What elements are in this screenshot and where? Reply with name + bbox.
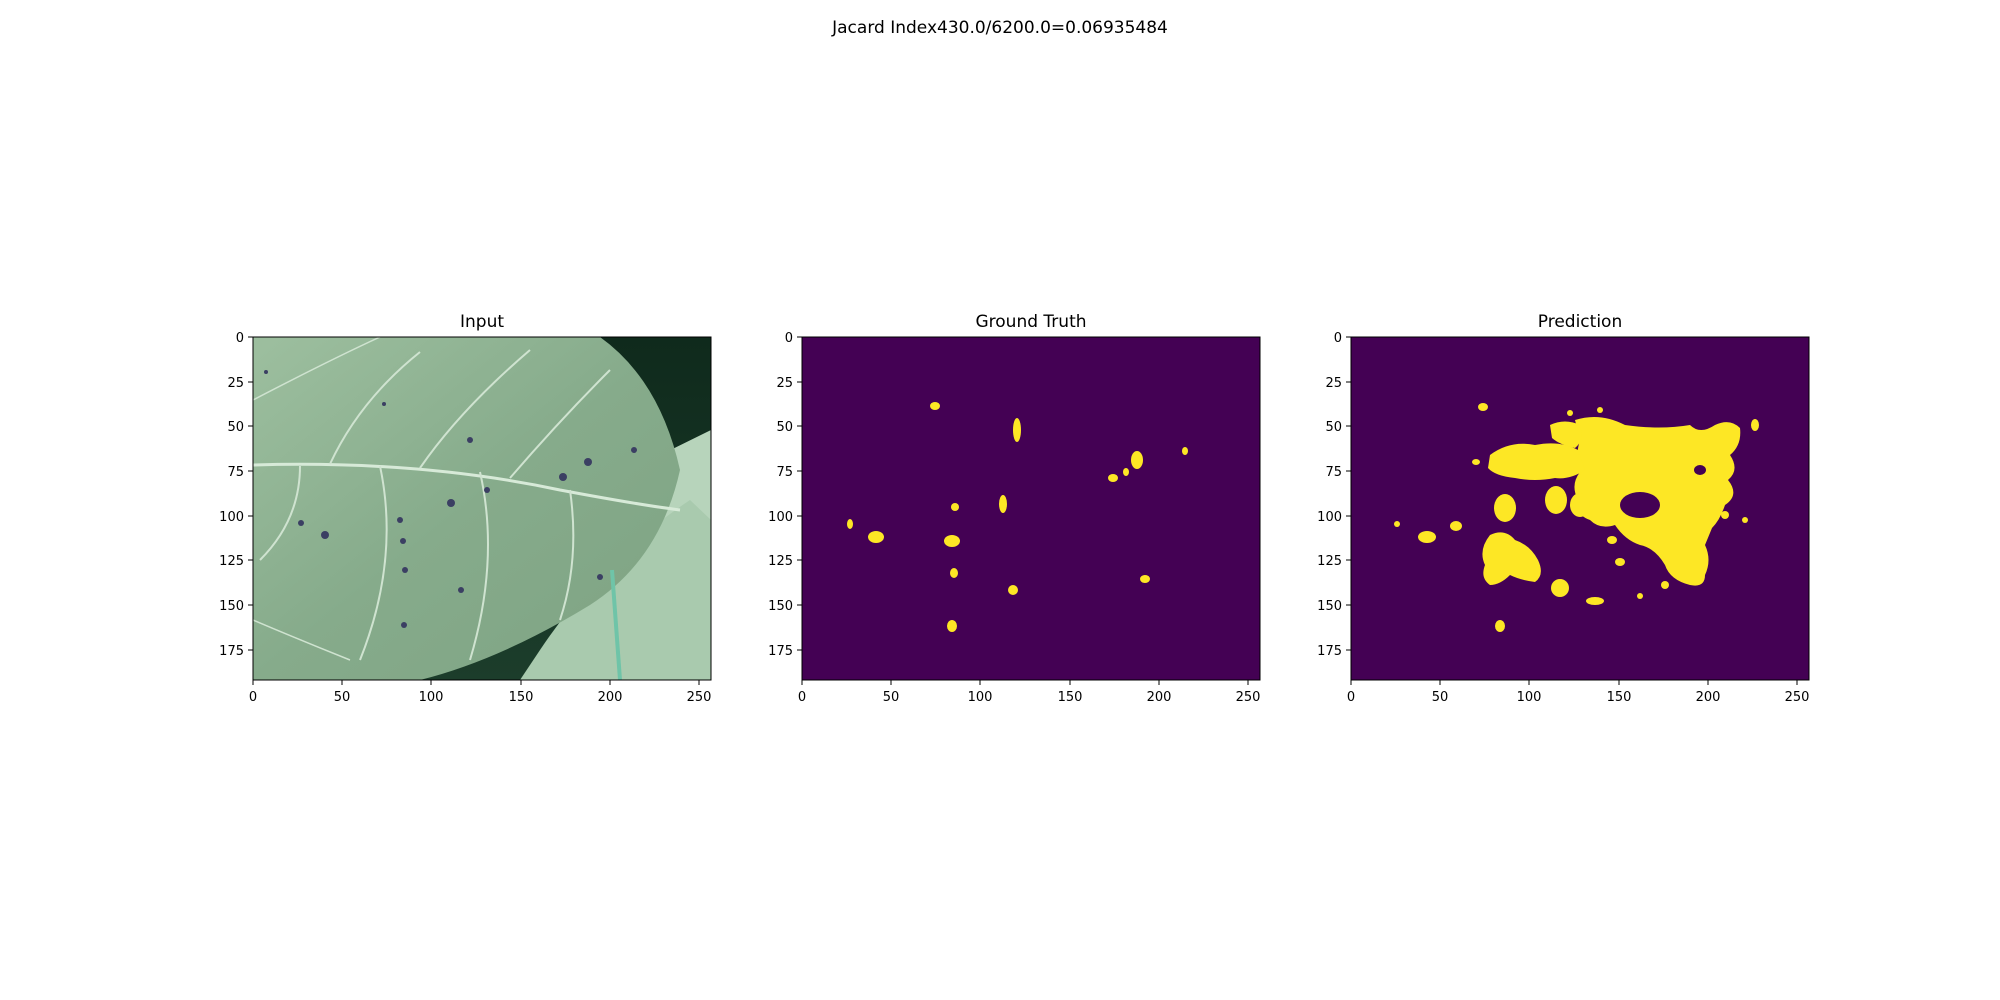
prediction-xtick-label: 250 <box>1785 690 1810 705</box>
ground-truth-x-ticks <box>801 680 1249 685</box>
ground-truth-xtick-label: 100 <box>968 690 993 705</box>
ground-truth-xtick-label: 250 <box>1236 690 1261 705</box>
prediction-blobs <box>1394 403 1759 632</box>
input-xtick-label: 150 <box>509 690 534 705</box>
prediction-ytick-label: 150 <box>1317 599 1342 614</box>
input-ytick-label: 100 <box>219 510 244 525</box>
input-y-ticks <box>248 336 253 651</box>
input-ytick-label: 75 <box>227 465 244 480</box>
ground-truth-ytick-label: 75 <box>776 465 793 480</box>
ground-truth-xtick-label: 200 <box>1147 690 1172 705</box>
prediction-ytick-label: 175 <box>1317 644 1342 659</box>
input-ytick-label: 125 <box>219 554 244 569</box>
input-image <box>253 337 711 680</box>
ground-truth-ytick-label: 50 <box>776 420 793 435</box>
input-x-ticks <box>252 680 700 685</box>
input-xtick-label: 0 <box>249 690 257 705</box>
prediction-ytick-label: 25 <box>1325 376 1342 391</box>
ground-truth-ytick-label: 150 <box>768 599 793 614</box>
ground-truth-ytick-label: 125 <box>768 554 793 569</box>
ground-truth-ytick-label: 0 <box>785 331 793 346</box>
input-ytick-label: 0 <box>236 331 244 346</box>
prediction-xtick-label: 200 <box>1696 690 1721 705</box>
panel-title-input: Input <box>459 312 505 332</box>
ground-truth-blobs <box>847 402 1188 632</box>
prediction-xtick-label: 50 <box>1432 690 1449 705</box>
prediction-y-ticks <box>1346 336 1351 651</box>
input-xtick-label: 100 <box>419 690 444 705</box>
input-ytick-label: 50 <box>227 420 244 435</box>
prediction-ytick-label: 50 <box>1325 420 1342 435</box>
ground-truth-mask-background <box>802 337 1260 680</box>
input-xtick-label: 50 <box>334 690 351 705</box>
lesion-spots <box>264 370 637 628</box>
prediction-xtick-label: 0 <box>1347 690 1355 705</box>
input-ytick-label: 175 <box>219 644 244 659</box>
input-xtick-label: 250 <box>687 690 712 705</box>
ground-truth-ytick-label: 25 <box>776 376 793 391</box>
prediction-ytick-label: 75 <box>1325 465 1342 480</box>
panel-title-prediction: Prediction <box>1537 312 1623 332</box>
input-ytick-label: 25 <box>227 376 244 391</box>
prediction-xtick-label: 150 <box>1607 690 1632 705</box>
prediction-xtick-label: 100 <box>1517 690 1542 705</box>
ground-truth-xtick-label: 0 <box>798 690 806 705</box>
panel-title-ground-truth: Ground Truth <box>975 312 1087 332</box>
prediction-ytick-label: 125 <box>1317 554 1342 569</box>
ground-truth-ytick-label: 175 <box>768 644 793 659</box>
ground-truth-xtick-label: 50 <box>883 690 900 705</box>
input-ytick-label: 150 <box>219 599 244 614</box>
ground-truth-xtick-label: 150 <box>1058 690 1083 705</box>
figure-suptitle: Jacard Index430.0/6200.0=0.06935484 <box>832 18 1168 38</box>
ground-truth-y-ticks <box>797 336 802 651</box>
prediction-ytick-label: 0 <box>1334 331 1342 346</box>
prediction-x-ticks <box>1350 680 1798 685</box>
ground-truth-ytick-label: 100 <box>768 510 793 525</box>
prediction-ytick-label: 100 <box>1317 510 1342 525</box>
input-xtick-label: 200 <box>598 690 623 705</box>
